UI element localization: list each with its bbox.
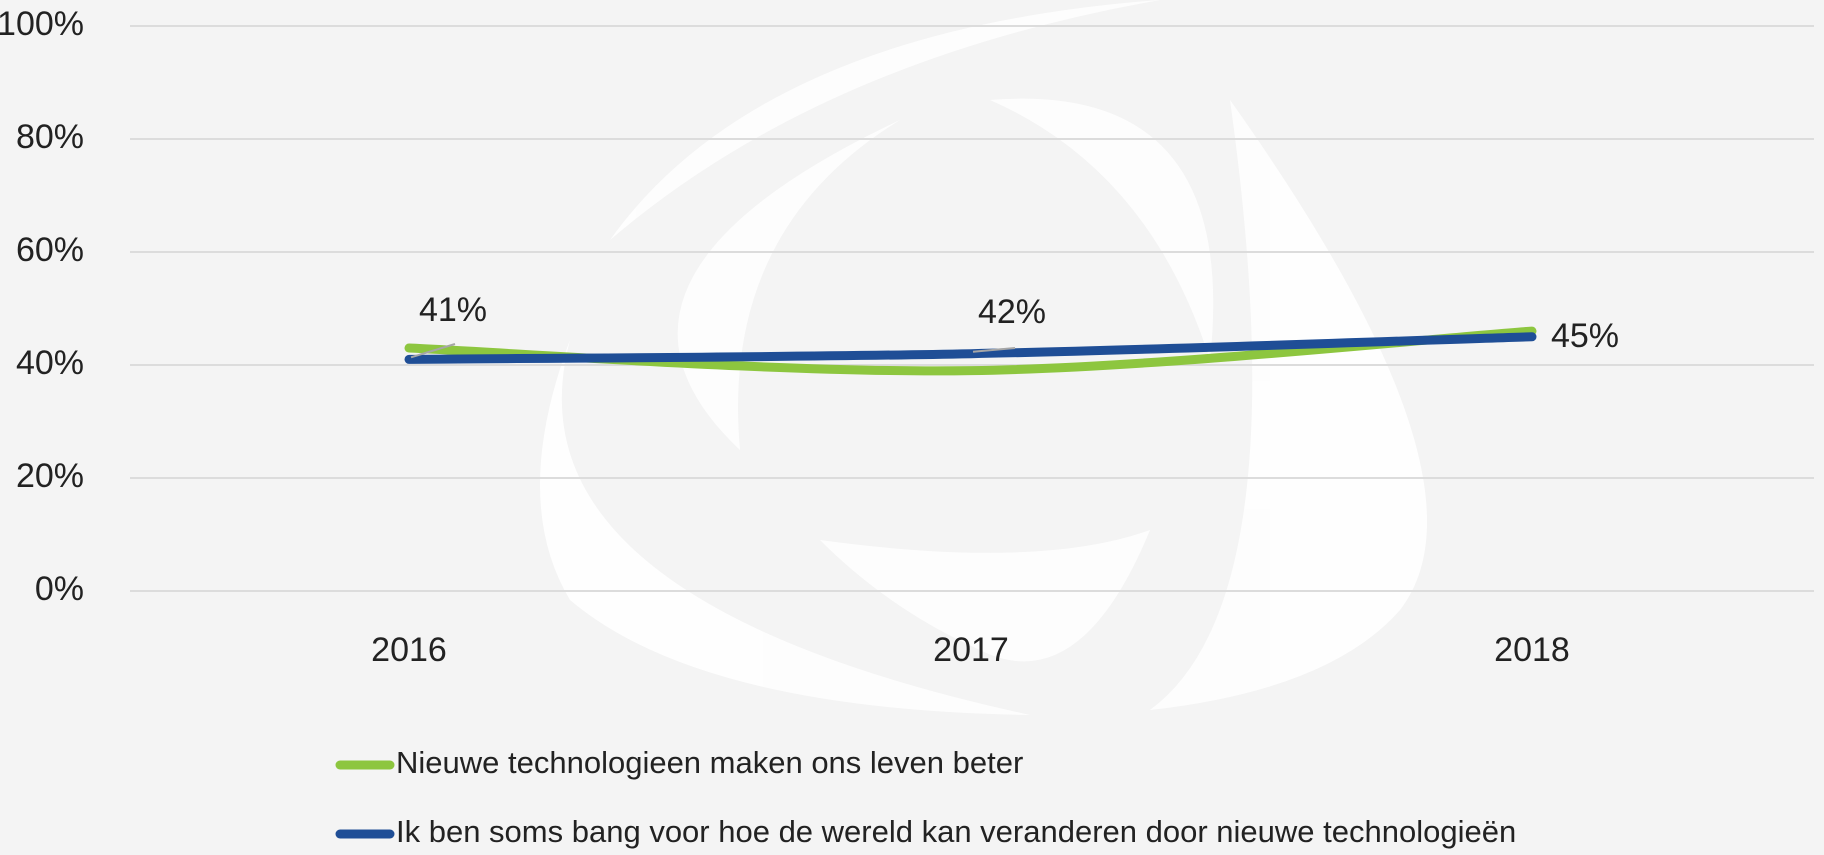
data-label: 42% [978, 293, 1046, 331]
x-tick-label: 2016 [371, 631, 447, 669]
legend-label: Ik ben soms bang voor hoe de wereld kan … [396, 814, 1516, 849]
y-tick-label: 0% [35, 570, 84, 608]
y-tick-label: 60% [16, 231, 84, 269]
legend-label: Nieuwe technologieen maken ons leven bet… [396, 745, 1023, 780]
chart: 0% 20% 40% 60% 80% 100% 2016 2017 2018 41% 42% 45% N… [0, 0, 1824, 855]
y-tick-label: 20% [16, 457, 84, 495]
data-label: 41% [419, 291, 487, 329]
y-tick-label: 40% [16, 344, 84, 382]
page: 0% 20% 40% 60% 80% 100% 2016 2017 2018 41% 42% 45% N… [0, 0, 1824, 855]
background [0, 0, 1824, 855]
x-tick-label: 2018 [1494, 631, 1570, 669]
y-tick-label: 100% [0, 5, 84, 43]
x-tick-label: 2017 [933, 631, 1009, 669]
data-label: 45% [1551, 317, 1619, 355]
y-tick-label: 80% [16, 118, 84, 156]
